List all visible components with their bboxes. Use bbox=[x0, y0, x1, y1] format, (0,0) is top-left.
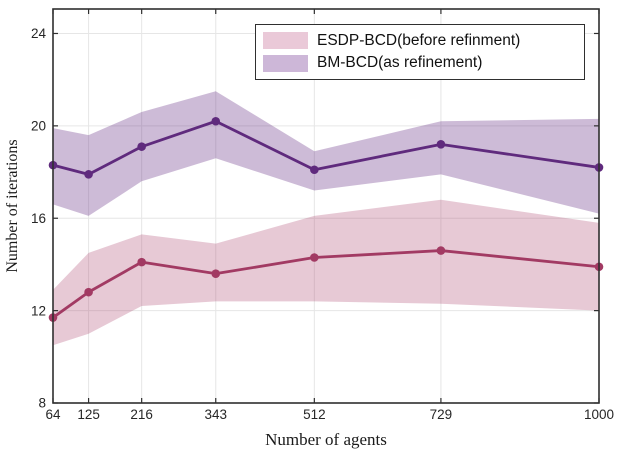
x-tick-label: 64 bbox=[45, 407, 61, 422]
y-tick-label: 16 bbox=[31, 211, 46, 226]
x-tick-label: 125 bbox=[77, 407, 100, 422]
x-tick-label: 512 bbox=[303, 407, 326, 422]
confidence-band-0 bbox=[53, 199, 599, 346]
axes-box bbox=[52, 8, 600, 404]
y-tick-label: 8 bbox=[38, 396, 46, 411]
legend-item-esdp-bcd: ESDP-BCD(before refinment) bbox=[263, 32, 578, 50]
x-axis-label: Number of agents bbox=[265, 430, 387, 449]
tick-labels: 64 125 216 343 512 729 1000 8 12 16 20 24 bbox=[31, 26, 614, 422]
legend-swatch-bm-bcd bbox=[263, 54, 308, 72]
confidence-band-1 bbox=[53, 91, 599, 216]
legend-label-bm-bcd: BM-BCD(as refinement) bbox=[317, 54, 483, 72]
y-tick-label: 20 bbox=[31, 119, 46, 134]
x-tick-label: 1000 bbox=[584, 407, 614, 422]
x-tick-label: 343 bbox=[204, 407, 227, 422]
x-tick-label: 729 bbox=[430, 407, 453, 422]
x-tick-label: 216 bbox=[130, 407, 153, 422]
legend-label-esdp-bcd: ESDP-BCD(before refinment) bbox=[317, 31, 521, 49]
legend-swatch-esdp-bcd bbox=[263, 32, 308, 50]
legend-item-bm-bcd: BM-BCD(as refinement) bbox=[263, 54, 578, 72]
y-axis-label: Number of iterations bbox=[4, 139, 21, 273]
y-tick-label: 12 bbox=[31, 303, 46, 318]
legend: ESDP-BCD(before refinment) BM-BCD(as ref… bbox=[255, 24, 585, 80]
y-tick-label: 24 bbox=[31, 26, 47, 41]
